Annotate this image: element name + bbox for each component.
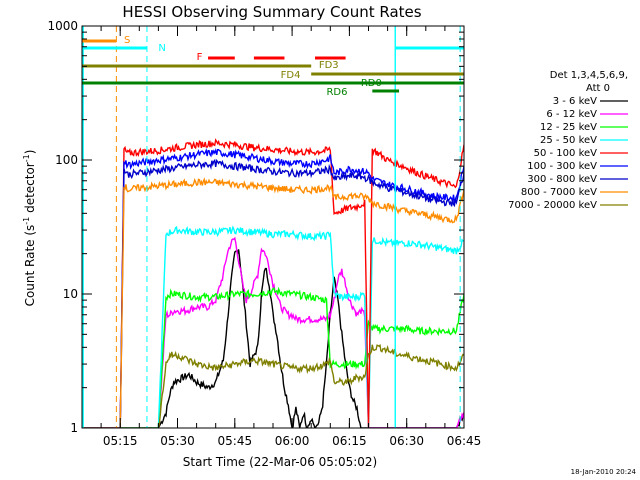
y-axis-label-sup2: -1	[22, 154, 31, 162]
x-tick-label: 05:30	[160, 434, 195, 448]
series-group	[82, 138, 464, 428]
y-axis-label-main: Count Rate (s	[23, 225, 37, 307]
status-bar-label: S	[124, 35, 130, 46]
y-axis-label: Count Rate (s-1 detector-1)	[22, 150, 37, 307]
legend-label: 100 - 300 keV	[527, 161, 597, 172]
status-bar-label: RD0	[361, 78, 382, 89]
legend-label: 300 - 800 keV	[527, 174, 597, 185]
legend: Det 1,3,4,5,6,9, Att 0 3 - 6 keV 6 - 12 k…	[508, 70, 628, 211]
y-axis-label-end: )	[23, 150, 37, 155]
x-tick-label: 05:15	[103, 434, 138, 448]
y-tick-label: 100	[55, 153, 78, 167]
x-axis: 05:15 05:30 05:45 06:00 06:15 06:30 06:45	[81, 26, 482, 448]
y-tick-label: 1000	[47, 19, 78, 33]
dashed-markers	[82, 26, 461, 428]
y-tick-label: 10	[63, 287, 78, 301]
series-line-7000-20000-kev	[120, 344, 464, 428]
x-tick-label: 06:00	[275, 434, 310, 448]
status-bar-label: F	[197, 52, 203, 63]
legend-header-2: Att 0	[586, 83, 610, 94]
status-bar-label: FD3	[319, 60, 339, 71]
x-tick-label: 06:15	[332, 434, 367, 448]
legend-label: 3 - 6 keV	[553, 96, 597, 107]
status-bar-label: RD6	[326, 87, 347, 98]
legend-label: 6 - 12 keV	[546, 109, 597, 120]
series-line-3-6-kev	[120, 249, 464, 428]
legend-label: 800 - 7000 keV	[521, 187, 597, 198]
legend-label: 25 - 50 keV	[540, 135, 597, 146]
x-tick-label: 05:45	[218, 434, 253, 448]
series-line-50-100-kev	[82, 138, 464, 428]
series-line-800-7000-kev	[82, 177, 464, 428]
series-line-300-800-kev	[82, 158, 464, 428]
plot-frame	[81, 25, 465, 429]
x-axis-label: Start Time (22-Mar-06 05:05:02)	[183, 455, 377, 469]
y-axis-label-sup1: -1	[22, 217, 31, 225]
legend-label: 7000 - 20000 keV	[508, 200, 597, 211]
series-line-100-300-kev	[82, 147, 464, 428]
timestamp: 18-Jan-2010 20:24	[571, 468, 637, 476]
x-tick-label: 06:30	[389, 434, 424, 448]
series-line-25-50-kev	[82, 225, 464, 428]
series-line-6-12-kev	[120, 236, 464, 428]
legend-label: 12 - 25 keV	[540, 122, 597, 133]
status-bar-label: FD4	[281, 70, 301, 81]
legend-header-1: Det 1,3,4,5,6,9,	[550, 70, 628, 81]
legend-label: 50 - 100 keV	[534, 148, 598, 159]
series-line-12-25-kev	[120, 286, 464, 428]
y-tick-label: 1	[70, 421, 78, 435]
status-bar-label: N	[158, 43, 165, 54]
y-axis: 1 10 100 1000	[47, 19, 464, 435]
chart-title: HESSI Observing Summary Count Rates	[122, 3, 421, 21]
top-status-bars: S N F FD3 FD4 RD0 RD6	[82, 35, 464, 98]
y-axis-label-mid: detector	[23, 162, 37, 217]
x-tick-label: 06:45	[447, 434, 482, 448]
